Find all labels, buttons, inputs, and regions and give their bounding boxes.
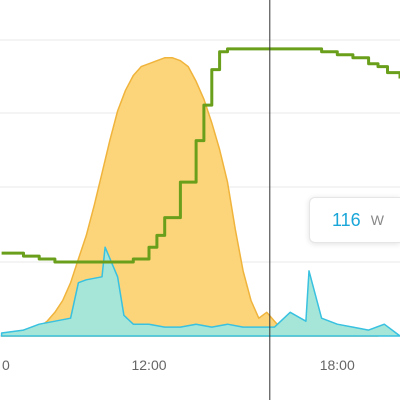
value-tooltip: 116 W	[309, 197, 400, 243]
area-series	[0, 57, 400, 337]
x-tick-label: 0	[2, 357, 10, 373]
tooltip-value: 116	[332, 209, 361, 230]
x-tick-label: 12:00	[131, 357, 166, 373]
area-series-1	[0, 246, 400, 337]
line-series	[1, 47, 400, 264]
x-axis-ticks: 0 12:00 18:00	[2, 357, 355, 373]
tooltip-unit: W	[370, 212, 384, 228]
line-series-2	[1, 47, 400, 264]
x-tick-label: 18:00	[320, 357, 355, 373]
